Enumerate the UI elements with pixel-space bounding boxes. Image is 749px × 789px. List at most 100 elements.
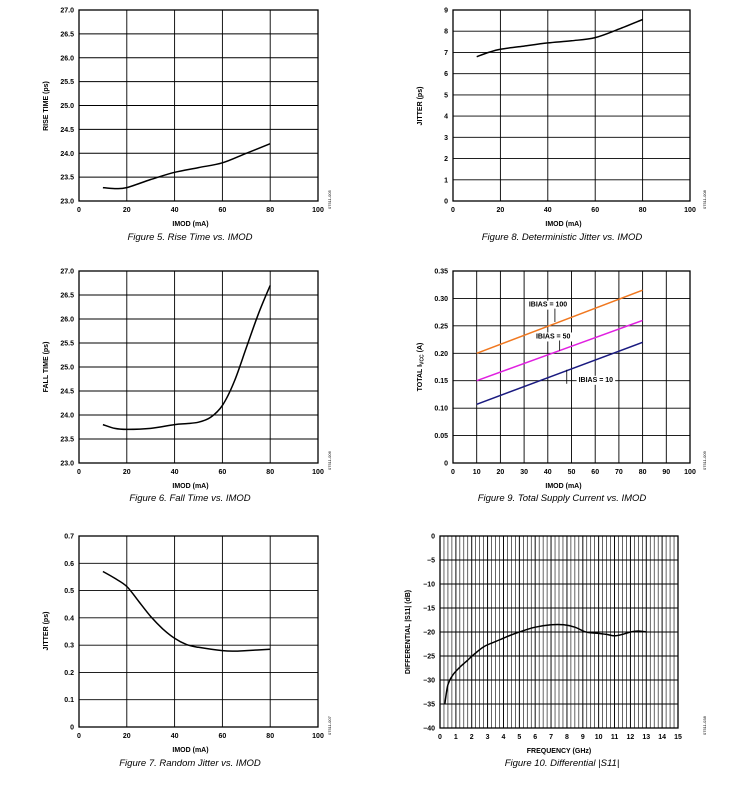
series-line [444,623,647,705]
y-tick-label: 9 [444,8,448,15]
y-tick-label: 23.0 [60,199,74,206]
x-tick-label: 60 [591,207,599,214]
x-tick-label: 40 [171,469,179,476]
x-tick-label: 0 [451,469,455,476]
y-tick-label: 25.0 [60,365,74,372]
series-line [476,319,643,382]
y-tick-label: 0.1 [64,697,74,704]
x-tick-label: 50 [568,469,576,476]
figure-caption: Figure 5. Rise Time vs. IMOD [127,232,252,243]
y-tick-label: 24.0 [60,413,74,420]
y-tick-label: 0.5 [64,588,74,595]
figure-number: 07511-038 [702,715,707,735]
figure-number: 07511-008 [702,189,707,209]
x-tick-label: 90 [662,469,670,476]
chart-fig10: 0 1 2 3 4 5 6 7 8 9 10 11 12 13 14 15−40−35−30−25−20−15… [405,534,707,770]
x-tick-label: 30 [520,469,528,476]
y-axis-label: JITTER (ps) [43,612,50,651]
chart-fig7: 0 20 40 60 80 100 0 0.1 0.2 0.3 0.4 0.5 0.6 0.7 IMOD (… [43,534,332,770]
x-tick-label: 100 [684,207,696,214]
y-tick-label: 0.10 [434,406,448,413]
x-tick-label: 7 [549,734,553,741]
series-line [102,570,271,652]
x-tick-label: 80 [639,469,647,476]
x-tick-label: 20 [497,207,505,214]
annotation-backdrop [576,375,616,385]
figure-caption: Figure 6. Fall Time vs. IMOD [129,493,250,504]
y-tick-label: 0.7 [64,534,74,541]
chart-fig6: 0 20 40 60 80 100 23.0 23.5 24.0 24.5 25.0 25.5 26.0… [43,269,332,505]
annotation-backdrop [533,332,573,342]
x-tick-label: 100 [312,207,324,214]
x-tick-label: 100 [312,469,324,476]
x-tick-label: 9 [581,734,585,741]
x-tick-label: 10 [595,734,603,741]
annotation-label: IBIAS = 10 [579,377,614,384]
annotation-backdrop [526,300,570,310]
plot-frame [452,270,691,464]
x-axis-label: FREQUENCY (GHz) [527,748,591,755]
chart-fig9: 0 10 20 30 40 50 60 70 80 90 100 0 0.05 0.10 0.15 0.20 0… [417,269,707,505]
y-tick-label: 26.0 [60,55,74,62]
y-axis-label: DIFFERENTIAL |S11| (dB) [405,590,412,674]
y-tick-label: 0 [70,725,74,732]
y-tick-label: 5 [444,92,448,99]
series-line [476,289,643,355]
plot-frame [78,270,319,464]
y-tick-label: 0.30 [434,296,448,303]
x-tick-label: 40 [171,733,179,740]
y-tick-label: 6 [444,71,448,78]
y-tick-label: 26.5 [60,31,74,38]
y-tick-label: 8 [444,29,448,36]
y-tick-label: 0.4 [64,615,74,622]
y-tick-label: 0 [444,461,448,468]
y-tick-label: −10 [423,582,435,589]
x-tick-label: 3 [486,734,490,741]
y-tick-label: 26.0 [60,317,74,324]
x-tick-label: 60 [219,733,227,740]
y-tick-label: −30 [423,678,435,685]
x-tick-label: 20 [123,733,131,740]
plot-frame [452,9,691,202]
x-tick-label: 100 [684,469,696,476]
figure-caption: Figure 7. Random Jitter vs. IMOD [119,758,261,769]
plot-frame [78,535,319,728]
x-tick-label: 20 [123,469,131,476]
y-tick-label: 4 [444,114,448,121]
annotation-label: IBIAS = 50 [536,333,571,340]
figure-caption: Figure 9. Total Supply Current vs. IMOD [478,493,647,504]
figure-caption: Figure 8. Deterministic Jitter vs. IMOD [482,232,643,243]
y-tick-label: 24.5 [60,389,74,396]
figure-number: 07511-005 [327,189,332,209]
x-tick-label: 12 [627,734,635,741]
x-axis-label: IMOD (mA) [545,221,581,228]
x-tick-label: 0 [77,207,81,214]
y-tick-label: 26.5 [60,293,74,300]
y-tick-label: 3 [444,135,448,142]
y-tick-label: 25.5 [60,79,74,86]
y-tick-label: 0.35 [434,269,448,276]
x-tick-label: 0 [451,207,455,214]
x-tick-label: 80 [266,207,274,214]
x-tick-label: 8 [565,734,569,741]
y-tick-label: 0.3 [64,643,74,650]
y-tick-label: −20 [423,630,435,637]
figure-caption: Figure 10. Differential |S11| [505,758,620,769]
series-line [476,18,643,58]
y-tick-label: 7 [444,50,448,57]
x-tick-label: 4 [502,734,506,741]
x-tick-label: 60 [591,469,599,476]
figure-number: 07511-006 [327,450,332,470]
x-tick-label: 10 [473,469,481,476]
plot-frame [78,9,319,202]
y-tick-label: 0 [431,534,435,541]
series-line [102,143,271,190]
y-tick-label: 25.0 [60,103,74,110]
y-axis-label: JITTER (ps) [417,87,424,126]
x-axis-label: IMOD (mA) [172,483,208,490]
y-tick-label: 0 [444,199,448,206]
x-tick-label: 40 [171,207,179,214]
y-tick-label: −35 [423,702,435,709]
y-tick-label: 23.0 [60,461,74,468]
y-tick-label: 0.6 [64,561,74,568]
